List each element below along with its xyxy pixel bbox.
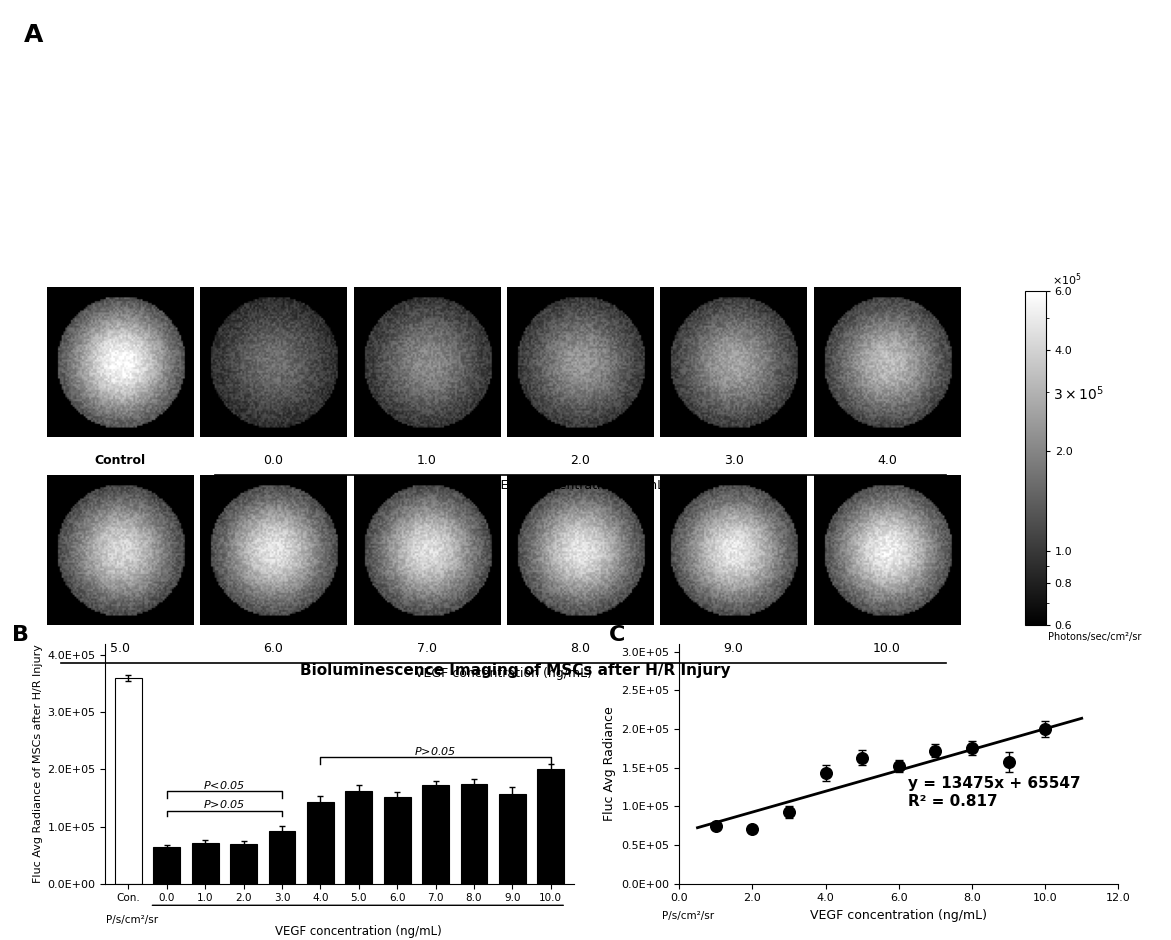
Text: 7.0: 7.0 — [417, 642, 437, 655]
Text: VEGF concentration (ng/mL): VEGF concentration (ng/mL) — [492, 479, 669, 493]
Text: B: B — [12, 625, 29, 645]
Text: P/s/cm²/sr: P/s/cm²/sr — [107, 915, 158, 925]
Point — [780, 804, 799, 819]
Bar — [268, 831, 295, 884]
Text: Bioluminescence Imaging of MSCs after H/R Injury: Bioluminescence Imaging of MSCs after H/… — [300, 663, 731, 678]
Text: $P$>0.05: $P$>0.05 — [204, 798, 246, 810]
Bar — [537, 770, 564, 884]
Text: 9.0: 9.0 — [724, 642, 744, 655]
Bar — [422, 786, 448, 884]
Text: 5.0: 5.0 — [110, 642, 130, 655]
Bar — [345, 791, 372, 884]
Text: Photons/sec/cm²/sr: Photons/sec/cm²/sr — [1048, 632, 1142, 642]
Text: 1.0: 1.0 — [417, 454, 437, 467]
Point — [926, 744, 945, 759]
Bar — [192, 842, 219, 884]
Point — [1036, 721, 1055, 736]
Bar — [307, 802, 334, 884]
Text: 2.0: 2.0 — [570, 454, 590, 467]
Text: Control: Control — [95, 454, 145, 467]
Point — [816, 765, 835, 780]
Bar — [153, 847, 180, 884]
Text: A: A — [23, 24, 43, 48]
Text: P/s/cm²/sr: P/s/cm²/sr — [662, 911, 714, 921]
Text: $\times10^5$: $\times10^5$ — [1052, 271, 1081, 288]
Text: 8.0: 8.0 — [570, 642, 590, 655]
Bar — [460, 784, 487, 884]
Point — [890, 759, 909, 774]
Text: $P$>0.05: $P$>0.05 — [415, 744, 457, 757]
Point — [706, 818, 725, 833]
Text: C: C — [609, 625, 625, 645]
Point — [742, 822, 761, 837]
Point — [999, 755, 1018, 770]
Text: y = 13475x + 65547
R² = 0.817: y = 13475x + 65547 R² = 0.817 — [908, 776, 1080, 808]
Point — [963, 741, 981, 756]
Y-axis label: Fluc Avg Radiance of MSCs after H/R Injury: Fluc Avg Radiance of MSCs after H/R Inju… — [34, 644, 43, 884]
Text: VEGF concentration (ng/mL): VEGF concentration (ng/mL) — [415, 667, 593, 681]
Y-axis label: Fluc Avg Radiance: Fluc Avg Radiance — [603, 706, 616, 822]
X-axis label: VEGF concentration (ng/mL): VEGF concentration (ng/mL) — [810, 909, 987, 922]
Text: 10.0: 10.0 — [874, 642, 900, 655]
Bar — [115, 678, 142, 884]
Bar — [231, 844, 258, 884]
Text: VEGF concentration (ng/mL): VEGF concentration (ng/mL) — [275, 925, 443, 938]
Bar — [499, 794, 526, 884]
Text: 4.0: 4.0 — [877, 454, 897, 467]
Text: 3.0: 3.0 — [724, 454, 744, 467]
Point — [852, 750, 871, 765]
Text: 6.0: 6.0 — [263, 642, 283, 655]
Text: 0.0: 0.0 — [263, 454, 283, 467]
Bar — [384, 797, 411, 884]
Text: $P$<0.05: $P$<0.05 — [204, 779, 246, 791]
